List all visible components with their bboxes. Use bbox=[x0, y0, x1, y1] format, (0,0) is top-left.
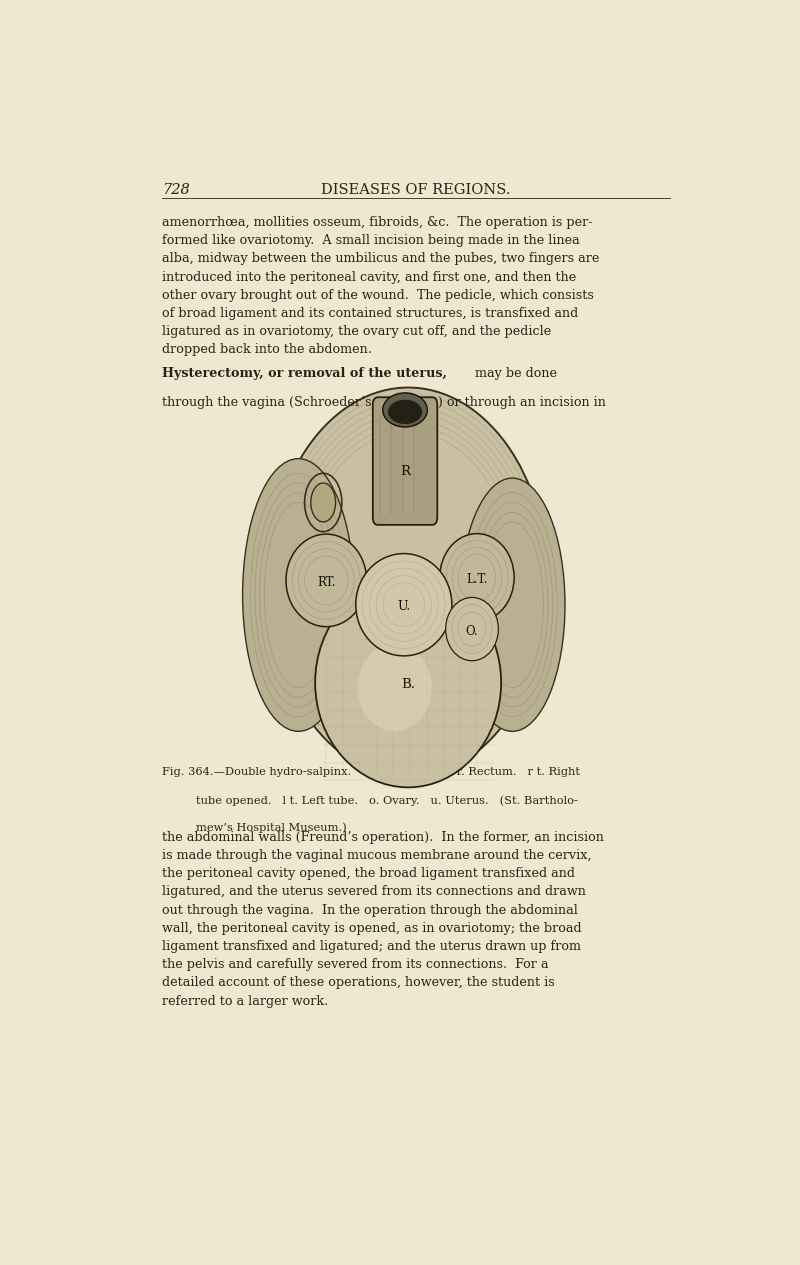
Ellipse shape bbox=[440, 534, 514, 621]
Text: 728: 728 bbox=[162, 183, 190, 197]
Text: the abdominal walls (Freund’s operation).  In the former, an incision
is made th: the abdominal walls (Freund’s operation)… bbox=[162, 831, 604, 1007]
Text: RT.: RT. bbox=[317, 576, 335, 588]
Ellipse shape bbox=[315, 578, 501, 787]
Ellipse shape bbox=[286, 534, 366, 626]
Ellipse shape bbox=[269, 387, 548, 777]
Ellipse shape bbox=[388, 400, 422, 424]
Text: R: R bbox=[400, 464, 410, 478]
Text: L.T.: L.T. bbox=[466, 573, 488, 586]
Text: amenorrhœa, mollities osseum, fibroids, &c.  The operation is per-
formed like o: amenorrhœa, mollities osseum, fibroids, … bbox=[162, 216, 599, 357]
Text: Fig. 364.—Double hydro-salpinx.: Fig. 364.—Double hydro-salpinx. bbox=[162, 768, 351, 778]
Ellipse shape bbox=[358, 644, 432, 731]
Text: U.: U. bbox=[397, 600, 410, 614]
Text: tube opened.   l t. Left tube.   o. Ovary.   u. Uterus.   (St. Bartholo-: tube opened. l t. Left tube. o. Ovary. u… bbox=[196, 794, 578, 806]
Text: O.: O. bbox=[466, 625, 478, 638]
Text: mew’s Hospital Museum.): mew’s Hospital Museum.) bbox=[196, 822, 347, 834]
Text: B.: B. bbox=[401, 678, 415, 691]
Text: may be done: may be done bbox=[470, 367, 557, 380]
Ellipse shape bbox=[459, 478, 565, 731]
Ellipse shape bbox=[242, 459, 354, 731]
Ellipse shape bbox=[310, 483, 336, 522]
Ellipse shape bbox=[446, 597, 498, 660]
Text: DISEASES OF REGIONS.: DISEASES OF REGIONS. bbox=[322, 183, 511, 197]
Ellipse shape bbox=[382, 393, 427, 428]
Text: through the vagina (Schroeder’s operation) or through an incision in: through the vagina (Schroeder’s operatio… bbox=[162, 396, 606, 409]
FancyBboxPatch shape bbox=[373, 397, 438, 525]
Text: Hysterectomy, or removal of the uterus,: Hysterectomy, or removal of the uterus, bbox=[162, 367, 447, 380]
Text: b. Bladder.   r. Rectum.   r t. Right: b. Bladder. r. Rectum. r t. Right bbox=[376, 768, 580, 778]
Ellipse shape bbox=[356, 554, 452, 655]
